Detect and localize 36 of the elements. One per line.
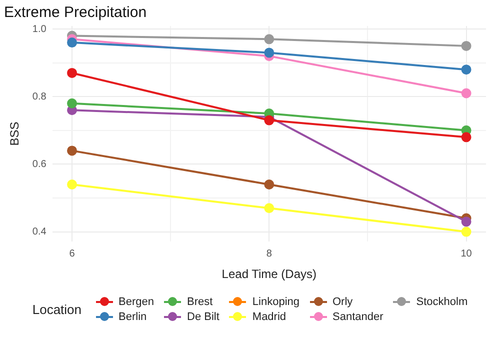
legend-label: De Bilt <box>187 311 220 323</box>
legend-label: Berlin <box>118 311 147 323</box>
point <box>264 48 274 58</box>
x-axis-title: Lead Time (Days) <box>222 267 316 282</box>
point <box>264 34 274 44</box>
point <box>461 40 472 51</box>
legend-title: Location <box>32 302 82 317</box>
y-tick-label: 0.8 <box>32 91 47 102</box>
point <box>461 88 472 98</box>
legend-label: Brest <box>187 296 213 308</box>
x-tick-label: 10 <box>460 248 472 260</box>
legend-label: Linkoping <box>252 296 300 308</box>
point <box>67 146 78 156</box>
x-tick-label: 6 <box>69 248 76 260</box>
x-tick-label: 8 <box>266 248 272 260</box>
point <box>264 115 274 126</box>
y-axis-title: BSS <box>8 122 22 146</box>
legend-label: Orly <box>332 296 353 308</box>
y-tick-label: 0.6 <box>32 158 47 170</box>
y-tick-label: 1.0 <box>32 24 47 35</box>
legend-label: Stockholm <box>416 296 468 308</box>
point <box>67 38 78 48</box>
legend-label: Madrid <box>252 311 286 323</box>
legend-label: Santander <box>332 311 384 323</box>
point <box>461 216 472 227</box>
point <box>67 68 78 78</box>
point <box>461 226 472 237</box>
y-tick-label: 0.4 <box>32 226 47 238</box>
chart-title: Extreme Precipitation <box>4 4 147 22</box>
point <box>461 132 472 142</box>
point <box>461 64 472 75</box>
point <box>67 98 78 108</box>
legend-label: Bergen <box>118 296 154 308</box>
point <box>264 179 274 190</box>
point <box>67 179 78 190</box>
point <box>264 203 274 214</box>
